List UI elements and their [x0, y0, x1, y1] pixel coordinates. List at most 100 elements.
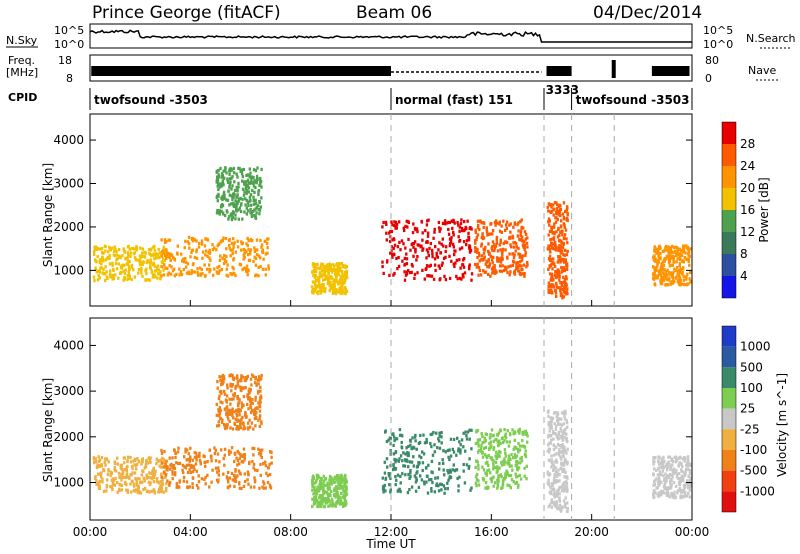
colorbar-tick-label: 25: [740, 402, 755, 416]
echo-cell: [155, 256, 158, 260]
echo-cell: [233, 410, 236, 414]
echo-cell: [224, 260, 227, 264]
echo-cell: [231, 216, 234, 220]
echo-cell: [128, 276, 131, 281]
echo-cell: [553, 222, 556, 226]
echo-cell: [175, 272, 178, 276]
echo-cell: [677, 463, 680, 467]
echo-cell: [560, 266, 563, 270]
echo-cell: [556, 212, 559, 216]
echo-cell: [208, 485, 211, 489]
echo-cell: [99, 475, 103, 479]
echo-cell: [187, 235, 191, 239]
echo-cell: [104, 457, 107, 461]
echo-cell: [160, 448, 163, 453]
echo-cell: [342, 493, 346, 497]
echo-cell: [672, 276, 675, 280]
echo-cell: [139, 246, 142, 250]
echo-cell: [337, 282, 340, 286]
echo-cell: [329, 493, 332, 498]
echo-cell: [250, 408, 254, 413]
echo-cell: [230, 241, 234, 245]
echo-cell: [98, 484, 101, 488]
echo-cell: [99, 258, 103, 262]
echo-cell: [474, 230, 477, 235]
echo-cell: [254, 257, 258, 261]
echo-cell: [238, 462, 241, 466]
echo-cell: [256, 204, 260, 208]
echo-cell: [398, 457, 401, 461]
echo-cell: [499, 240, 502, 245]
echo-cell: [476, 255, 479, 260]
y-tick-label: 1000: [53, 476, 84, 490]
echo-cell: [188, 459, 191, 463]
echo-cell: [192, 464, 196, 468]
echo-cell: [108, 256, 111, 261]
echo-cell: [247, 181, 251, 185]
echo-cell: [427, 478, 431, 482]
echo-cell: [226, 383, 229, 387]
echo-cell: [492, 439, 495, 443]
echo-cell: [468, 465, 471, 469]
echo-cell: [519, 477, 523, 481]
echo-cell: [666, 273, 669, 277]
echo-cell: [557, 268, 560, 272]
echo-cell: [563, 475, 566, 479]
echo-cell: [247, 407, 250, 411]
echo-cell: [443, 473, 446, 477]
echo-cell: [254, 186, 257, 190]
echo-cell: [260, 396, 263, 400]
echo-cell: [524, 453, 527, 457]
echo-cell: [487, 453, 490, 458]
echo-cell: [411, 264, 414, 268]
echo-cell: [552, 213, 555, 217]
echo-cell: [467, 235, 470, 239]
echo-cell: [506, 471, 509, 475]
echo-cell: [251, 446, 254, 450]
echo-cell: [551, 487, 554, 491]
echo-cell: [218, 258, 222, 262]
echo-cell: [483, 453, 487, 457]
echo-cell: [233, 180, 236, 184]
echo-cell: [679, 278, 682, 282]
echo-cell: [336, 265, 339, 269]
echo-cell: [466, 219, 469, 223]
echo-cell: [565, 237, 568, 241]
echo-cell: [221, 198, 224, 202]
echo-cell: [437, 248, 440, 252]
echo-cell: [430, 274, 434, 278]
echo-cell: [462, 265, 466, 269]
echo-cell: [219, 417, 223, 421]
colorbar-tick-label: 12: [740, 225, 755, 239]
echo-cell: [487, 251, 491, 255]
echo-cell: [686, 455, 690, 459]
echo-cell: [655, 251, 658, 255]
echo-cell: [456, 221, 459, 225]
echo-cell: [387, 474, 391, 478]
echo-cell: [462, 275, 465, 279]
echo-cell: [217, 397, 221, 401]
echo-cell: [562, 201, 566, 205]
echo-cell: [247, 186, 251, 190]
echo-cell: [167, 271, 170, 275]
echo-cell: [560, 467, 564, 471]
echo-cell: [121, 264, 124, 268]
echo-cell: [149, 266, 152, 270]
echo-cell: [497, 443, 501, 447]
echo-cell: [550, 426, 553, 430]
echo-cell: [565, 277, 568, 281]
echo-cell: [508, 464, 512, 468]
echo-cell: [228, 215, 231, 219]
echo-cell: [229, 180, 232, 184]
echo-cell: [435, 431, 438, 435]
echo-cell: [214, 466, 218, 470]
echo-cell: [256, 406, 259, 410]
echo-cell: [554, 291, 558, 295]
echo-cell: [559, 225, 563, 229]
echo-cell: [262, 257, 265, 261]
echo-cell: [685, 283, 688, 287]
date-title: 04/Dec/2014: [593, 3, 702, 23]
echo-cell: [548, 425, 551, 429]
echo-cell: [513, 253, 516, 257]
echo-cell: [560, 259, 563, 263]
